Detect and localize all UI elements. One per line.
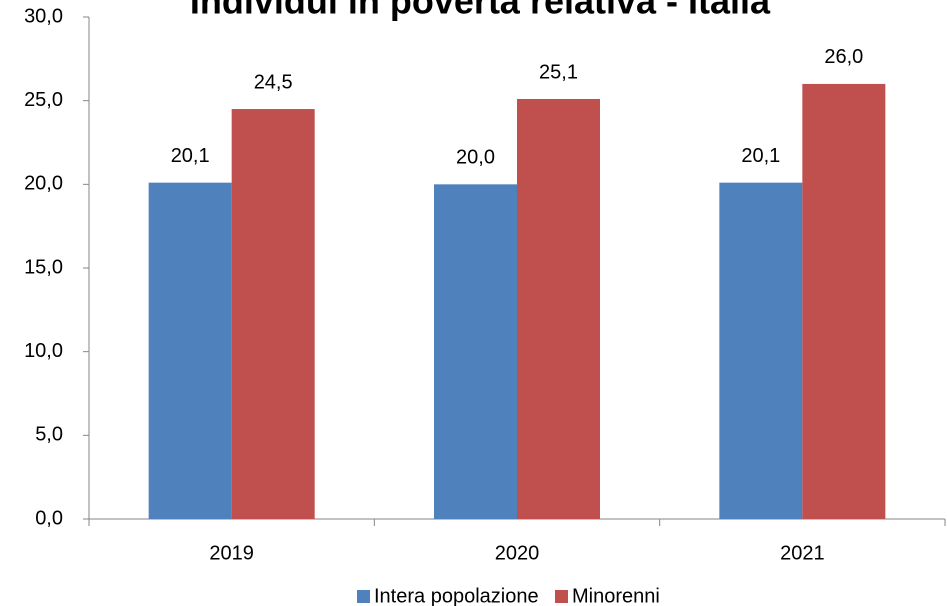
bar	[719, 182, 803, 519]
y-tick-label: 25,0	[24, 89, 63, 111]
x-tick-label: 2021	[780, 542, 825, 564]
value-label: 20,1	[741, 145, 780, 167]
legend-swatch	[357, 590, 370, 603]
y-tick-label: 0,0	[35, 507, 63, 529]
value-label: 24,5	[254, 71, 293, 93]
y-tick-label: 10,0	[24, 340, 63, 362]
bar	[231, 109, 315, 520]
bar	[517, 98, 600, 519]
legend-label: Minorenni	[572, 585, 660, 606]
value-label: 26,0	[824, 46, 863, 68]
legend-swatch	[555, 590, 568, 603]
bar	[802, 83, 886, 519]
x-tick-label: 2019	[209, 542, 254, 564]
y-tick-label: 15,0	[24, 256, 63, 278]
value-label: 20,0	[456, 147, 495, 169]
bar	[148, 182, 232, 519]
y-tick-label: 30,0	[24, 5, 63, 27]
y-tick-label: 5,0	[35, 424, 63, 446]
value-label: 20,1	[171, 145, 210, 167]
chart-title: Individui in povertà relativa - Italia	[190, 0, 771, 22]
value-label: 25,1	[539, 61, 578, 83]
bar	[434, 184, 517, 520]
legend-label: Intera popolazione	[374, 585, 539, 606]
x-tick-label: 2020	[495, 542, 540, 564]
y-tick-label: 20,0	[24, 173, 63, 195]
